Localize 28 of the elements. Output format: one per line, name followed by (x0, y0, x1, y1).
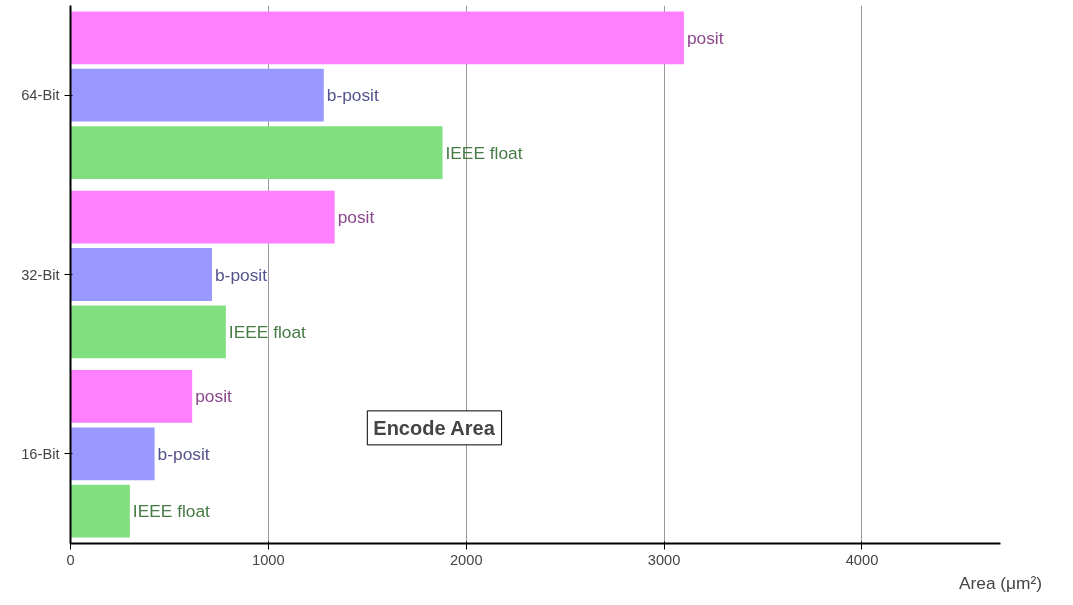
y-tick-label: 64-Bit (21, 87, 60, 104)
bar (70, 305, 226, 359)
bar (70, 370, 193, 423)
x-tick-label: 0 (66, 551, 75, 568)
x-tick-label: 2000 (449, 551, 483, 568)
text: Encode Area (373, 416, 496, 439)
text: IEEE float (228, 321, 306, 342)
bar (70, 11, 684, 65)
text: b-posit (214, 264, 267, 285)
y-tick-label: 32-Bit (21, 266, 60, 283)
y-tick-label: 16-Bit (21, 445, 60, 462)
bar (70, 427, 155, 481)
x-tick-label: 1000 (252, 551, 285, 568)
bar (70, 126, 443, 179)
text: posit (195, 386, 232, 407)
x-tick-label: 4000 (845, 551, 879, 568)
text: b-posit (157, 443, 210, 464)
series-label: IEEE float (445, 142, 523, 163)
bar (70, 248, 212, 301)
series-label: posit (686, 27, 724, 48)
x-tick-label: 3000 (647, 551, 681, 568)
bar (70, 484, 130, 538)
series-label: b-posit (326, 85, 379, 106)
bar (70, 190, 335, 244)
bar (70, 68, 324, 122)
text: posit (337, 207, 375, 228)
text: IEEE float (132, 501, 210, 522)
x-axis-title: Area (μm²) (958, 572, 1043, 593)
